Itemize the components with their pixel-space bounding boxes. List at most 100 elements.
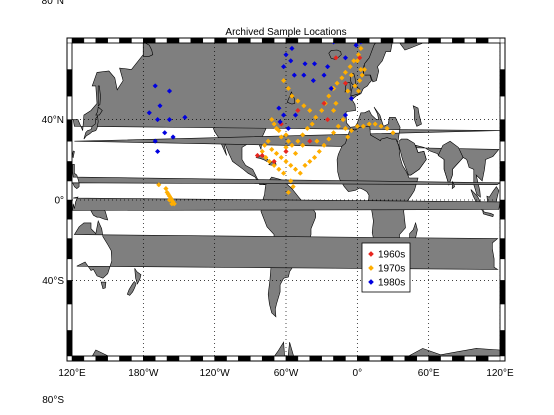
frame-segment xyxy=(66,140,73,162)
frame-segment xyxy=(202,37,215,44)
frame-segment xyxy=(499,140,506,162)
frame-segment xyxy=(440,37,453,44)
data-point-1970s xyxy=(372,121,378,127)
lon-tick-label: 120°W xyxy=(200,368,231,379)
data-point-1980s xyxy=(182,114,188,121)
frame-segment xyxy=(357,355,370,362)
frame-segment xyxy=(66,180,73,201)
land-caspian-fill xyxy=(412,105,422,127)
data-point-1960s xyxy=(307,138,313,144)
legend-label: 1970s xyxy=(378,264,405,275)
frame-segment xyxy=(333,355,346,362)
lat-tick-label: 80°S xyxy=(42,395,64,406)
frame-segment xyxy=(214,37,227,44)
data-point-1970s xyxy=(297,170,303,176)
data-point-1980s xyxy=(331,43,336,45)
frame-segment xyxy=(226,37,239,44)
data-point-1960s xyxy=(324,116,331,123)
frame-segment xyxy=(499,330,506,357)
data-point-1970s xyxy=(313,114,319,121)
data-point-1970s xyxy=(355,88,362,94)
data-point-1970s xyxy=(347,64,353,70)
data-point-1970s xyxy=(156,182,162,188)
frame-segment xyxy=(499,303,506,331)
frame-segment xyxy=(178,355,192,362)
frame-segment xyxy=(250,37,263,44)
data-point-1970s xyxy=(304,125,311,132)
data-point-1970s xyxy=(288,178,294,184)
frame-segment xyxy=(487,37,501,44)
frame-segment xyxy=(309,355,322,362)
frame-segment xyxy=(428,37,441,44)
land-philippines xyxy=(72,164,500,189)
frame-segment xyxy=(499,180,506,201)
legend-label: 1980s xyxy=(378,278,405,289)
data-point-1970s xyxy=(321,142,327,148)
data-point-1960s xyxy=(333,55,339,61)
frame-segment xyxy=(380,37,394,44)
data-point-1980s xyxy=(359,43,363,45)
data-point-1970s xyxy=(271,162,277,169)
land-taiwan xyxy=(72,150,75,159)
data-point-1980s xyxy=(353,43,359,48)
data-point-1980s xyxy=(319,22,324,27)
data-point-1980s xyxy=(285,125,292,132)
frame-segment xyxy=(368,37,382,44)
data-point-1970s xyxy=(314,138,320,144)
frame-segment xyxy=(499,119,506,142)
land-novaya-zemlya xyxy=(419,13,438,37)
data-point-1960s xyxy=(283,148,289,155)
legend-marker xyxy=(368,265,374,271)
frame-segment xyxy=(452,37,465,44)
chart-title: Archived Sample Locations xyxy=(225,27,346,38)
land-eurasia-chukotka xyxy=(143,43,154,57)
data-point-1970s xyxy=(363,29,368,34)
data-point-1970s xyxy=(334,80,340,86)
frame-segment xyxy=(166,37,180,44)
data-point-1970s xyxy=(326,93,332,99)
data-point-1980s xyxy=(292,112,299,118)
frame-segment xyxy=(321,37,334,44)
data-point-1980s xyxy=(342,55,349,61)
data-point-1970s xyxy=(361,66,368,73)
data-point-1980s xyxy=(152,138,158,144)
data-point-1970s xyxy=(340,116,346,123)
data-point-1970s xyxy=(261,142,268,148)
frame-segment xyxy=(273,37,287,44)
frame-segment xyxy=(297,355,311,362)
data-point-1980s xyxy=(195,6,200,11)
frame-segment xyxy=(107,37,120,44)
frame-segment xyxy=(143,355,156,362)
data-point-1970s xyxy=(289,93,295,99)
data-point-1960s xyxy=(259,152,265,159)
data-point-1980s xyxy=(280,64,287,70)
land-hokkaido xyxy=(95,106,103,116)
data-point-1980s xyxy=(301,72,307,78)
data-point-1970s xyxy=(358,66,364,73)
frame-segment xyxy=(66,303,73,331)
data-point-1970s xyxy=(299,142,306,148)
land-sakhalin xyxy=(97,85,101,107)
land-iceland xyxy=(328,49,342,60)
land-arabia xyxy=(398,138,427,176)
frame-segment xyxy=(297,37,311,44)
frame-segment xyxy=(66,280,73,305)
data-point-1970s xyxy=(311,154,318,161)
data-point-1980s xyxy=(367,6,372,11)
frame-segment xyxy=(66,330,73,357)
frame-segment xyxy=(214,355,227,362)
frame-segment xyxy=(321,355,334,362)
frame-segment xyxy=(66,238,73,260)
data-point-1970s xyxy=(292,166,299,172)
data-point-1980s xyxy=(166,88,173,94)
data-point-1980s xyxy=(157,103,163,109)
frame-segment xyxy=(285,355,299,362)
frame-segment xyxy=(83,37,97,44)
data-point-1980s xyxy=(324,64,331,70)
data-point-1970s xyxy=(307,107,313,114)
frame-segment xyxy=(131,37,144,44)
land-newfoundland xyxy=(286,91,296,105)
data-point-1970s xyxy=(280,170,287,176)
map-frame xyxy=(66,37,506,362)
data-point-1980s xyxy=(154,116,161,123)
